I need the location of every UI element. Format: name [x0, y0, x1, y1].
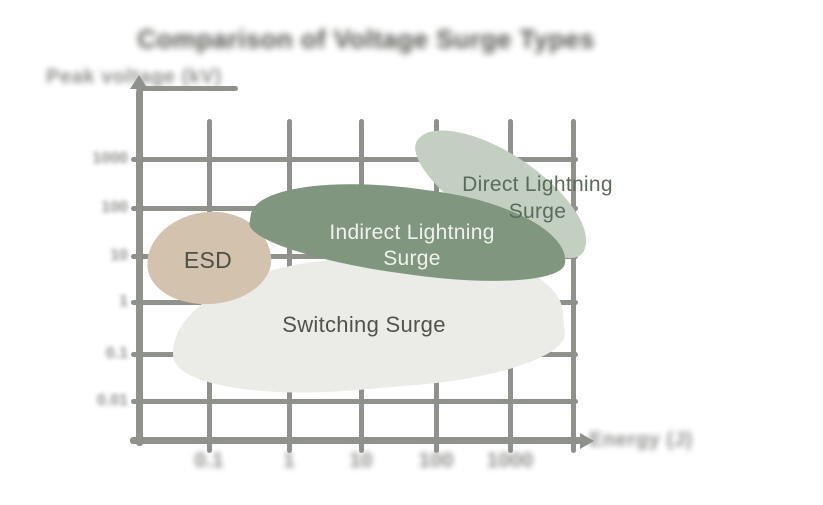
x-tick-label: 1: [283, 449, 295, 472]
grid-line-vertical: [571, 119, 576, 453]
y-tick-label: 1: [119, 293, 128, 310]
y-axis-line: [136, 89, 143, 446]
chart-title: Comparison of Voltage Surge Types: [137, 24, 595, 54]
x-tick-label: 1000: [486, 449, 534, 472]
grid-line-horizontal: [131, 157, 578, 162]
x-axis-arrow-icon: [580, 433, 594, 449]
esd-label: ESD: [183, 247, 233, 273]
grid-line-horizontal: [136, 86, 238, 91]
y-axis-arrow-icon: [130, 75, 148, 89]
x-tick-label: 100: [418, 449, 454, 472]
direct-lightning-label: Direct Lightning Surge: [462, 173, 613, 223]
y-tick-label: 10: [110, 247, 128, 264]
grid-line-horizontal: [131, 399, 578, 404]
y-tick-label: 100: [101, 199, 128, 216]
y-tick-label: 0.01: [96, 392, 128, 409]
switching-surge-label: Switching Surge: [282, 312, 446, 337]
x-tick-label: 0.1: [194, 449, 224, 472]
y-tick-label: 0.1: [105, 345, 128, 362]
x-tick-label: 10: [349, 449, 373, 472]
x-axis-label: Energy (J): [589, 429, 693, 451]
x-axis-line: [130, 437, 582, 444]
indirect-lightning-label: Indirect Lightning Surge: [329, 221, 495, 270]
y-tick-label: 1000: [92, 150, 128, 167]
